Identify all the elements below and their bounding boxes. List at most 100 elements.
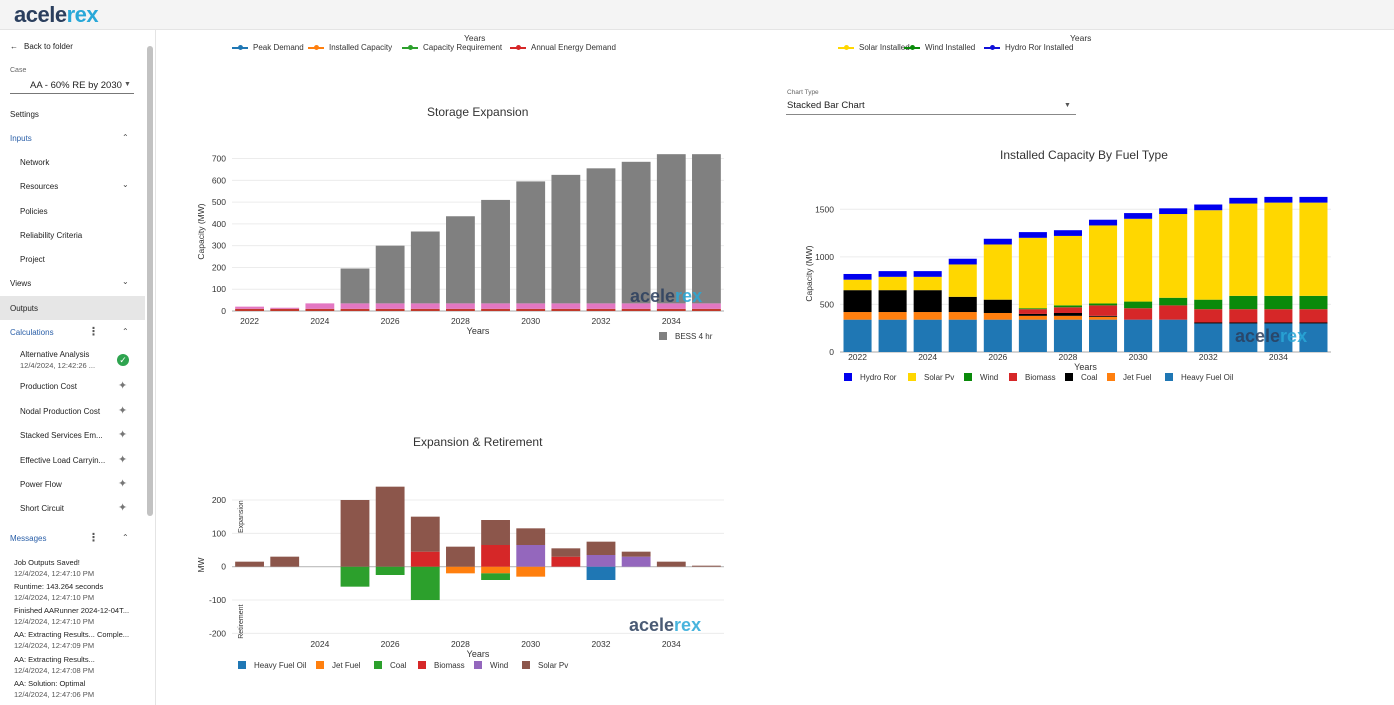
calc-item-power-flow[interactable]: Power Flow (20, 480, 62, 489)
bar-segment (983, 312, 1012, 320)
bar-segment (1229, 197, 1258, 204)
calc-item-production-cost[interactable]: Production Cost (20, 382, 77, 391)
x-tick-label: 2032 (1199, 352, 1218, 362)
run-icon[interactable]: ✦ (118, 502, 128, 514)
chart-type-label: Chart Type (787, 89, 819, 96)
sidebar-item-inputs[interactable]: Inputs (10, 134, 32, 143)
run-icon[interactable]: ✦ (118, 478, 128, 490)
bar-segment (1264, 295, 1293, 310)
sidebar-item-messages[interactable]: Messages (10, 534, 47, 543)
x-tick-label: 2024 (310, 316, 329, 326)
chevron-down-icon[interactable]: ⌄ (122, 277, 129, 286)
chart-type-select[interactable]: Stacked Bar Chart ▼ (786, 98, 1076, 115)
sidebar: ← Back to folder Case AA - 60% RE by 2030… (0, 30, 156, 705)
run-icon[interactable]: ✦ (118, 380, 128, 392)
bar-segment (621, 556, 651, 567)
main-content: Years Peak Demand Installed Capacity Capac… (156, 30, 1394, 705)
run-icon[interactable]: ✦ (118, 454, 128, 466)
bar-segment (1194, 299, 1223, 310)
brand-left: acele (14, 2, 67, 27)
bar-segment (1159, 208, 1188, 215)
chevron-up-icon[interactable]: ⌃ (122, 533, 129, 542)
sidebar-item-resources[interactable]: Resources (20, 182, 59, 191)
y-tick-label: 100 (212, 528, 226, 538)
y-tick-label: 200 (212, 495, 226, 505)
case-value: AA - 60% RE by 2030 (30, 80, 122, 91)
x-tick-label: 2028 (1059, 352, 1078, 362)
message-time: 12/4/2024, 12:47:10 PM (14, 593, 95, 602)
calc-item-stacked-services[interactable]: Stacked Services Em... (20, 431, 103, 440)
more-vert-icon[interactable]: ⋮ (88, 532, 99, 544)
more-vert-icon[interactable]: ⋮ (88, 326, 99, 338)
x-tick-label: 2026 (381, 639, 400, 649)
bar-segment (551, 556, 581, 567)
bar-segment (1299, 295, 1328, 310)
sidebar-item-calculations[interactable]: Calculations (10, 328, 54, 337)
sidebar-item-project[interactable]: Project (20, 255, 45, 264)
legend-label: Wind (980, 373, 998, 382)
run-icon[interactable]: ✦ (118, 429, 128, 441)
legend-item[interactable]: Annual Energy Demand (510, 43, 616, 52)
message-title: Job Outputs Saved! (14, 558, 80, 567)
x-tick-label: 2024 (310, 639, 329, 649)
sidebar-item-policies[interactable]: Policies (20, 207, 48, 216)
legend-item[interactable]: Solar Installed (838, 43, 910, 52)
calc-item-alternative-analysis[interactable]: Alternative Analysis (20, 350, 90, 359)
bar-segment (1264, 322, 1293, 324)
calc-item-short-circuit[interactable]: Short Circuit (20, 504, 65, 513)
bar-segment (1264, 309, 1293, 323)
arrow-left-icon: ← (10, 42, 18, 51)
back-to-folder-link[interactable]: ← Back to folder (10, 42, 73, 51)
calc-item-nodal-production-cost[interactable]: Nodal Production Cost (20, 407, 101, 416)
legend-item[interactable]: Wind Installed (904, 43, 975, 52)
legend-item[interactable]: Capacity Requirement (402, 43, 502, 52)
y-tick-label: 1500 (815, 204, 834, 214)
case-select[interactable]: AA - 60% RE by 2030 ▼ (10, 76, 134, 94)
legend-item[interactable]: Hydro Ror Installed (984, 43, 1073, 52)
watermark-right: rex (1280, 326, 1307, 346)
bar-segment (983, 299, 1012, 313)
y-tick-label: 300 (212, 241, 226, 251)
run-icon[interactable]: ✦ (118, 405, 128, 417)
bar-segment (340, 566, 370, 587)
bar-segment (516, 308, 546, 311)
legend-label: Hydro Ror Installed (1005, 43, 1074, 52)
bar-segment (1264, 323, 1293, 352)
calc-item-effective-load[interactable]: Effective Load Carryin... (20, 456, 106, 465)
y-axis-title: Capacity (MW) (196, 203, 206, 259)
sidebar-scrollbar[interactable] (147, 46, 153, 516)
back-label: Back to folder (24, 42, 73, 51)
y-tick-label: 400 (212, 219, 226, 229)
bar-segment (481, 308, 510, 311)
chevron-up-icon[interactable]: ⌃ (122, 327, 129, 336)
legend-item[interactable]: Peak Demand (232, 43, 304, 52)
bar-segment (621, 308, 651, 311)
watermark-left: acele (629, 615, 674, 635)
y-axis-retirement-label: Retirement (238, 604, 245, 638)
x-axis-title: Years (467, 326, 490, 336)
bar-segment (692, 565, 721, 567)
sidebar-item-views[interactable]: Views (10, 279, 32, 288)
bar-segment (1194, 322, 1223, 324)
legend-item[interactable]: Installed Capacity (308, 43, 392, 52)
sidebar-item-reliability[interactable]: Reliability Criteria (20, 231, 83, 240)
bar-segment (270, 308, 300, 311)
x-tick-label: 2030 (1129, 352, 1148, 362)
sidebar-item-settings[interactable]: Settings (10, 110, 39, 119)
chevron-down-icon[interactable]: ⌄ (122, 180, 129, 189)
bar-segment (1089, 303, 1118, 306)
bar-segment (843, 319, 872, 352)
x-tick-label: 2024 (918, 352, 937, 362)
bar-segment (305, 303, 335, 309)
bar-segment (375, 566, 405, 575)
legend-label: Wind (490, 661, 508, 670)
message-time: 12/4/2024, 12:47:09 PM (14, 641, 95, 650)
bar-segment (948, 319, 977, 352)
legend-label: Jet Fuel (332, 661, 361, 670)
chevron-up-icon[interactable]: ⌃ (122, 133, 129, 142)
brand-logo[interactable]: acelerex (14, 2, 99, 28)
sidebar-item-network[interactable]: Network (20, 158, 50, 167)
message-title: AA: Extracting Results... (14, 655, 95, 664)
legend-label: Coal (1081, 373, 1098, 382)
sidebar-item-outputs[interactable] (0, 296, 145, 320)
